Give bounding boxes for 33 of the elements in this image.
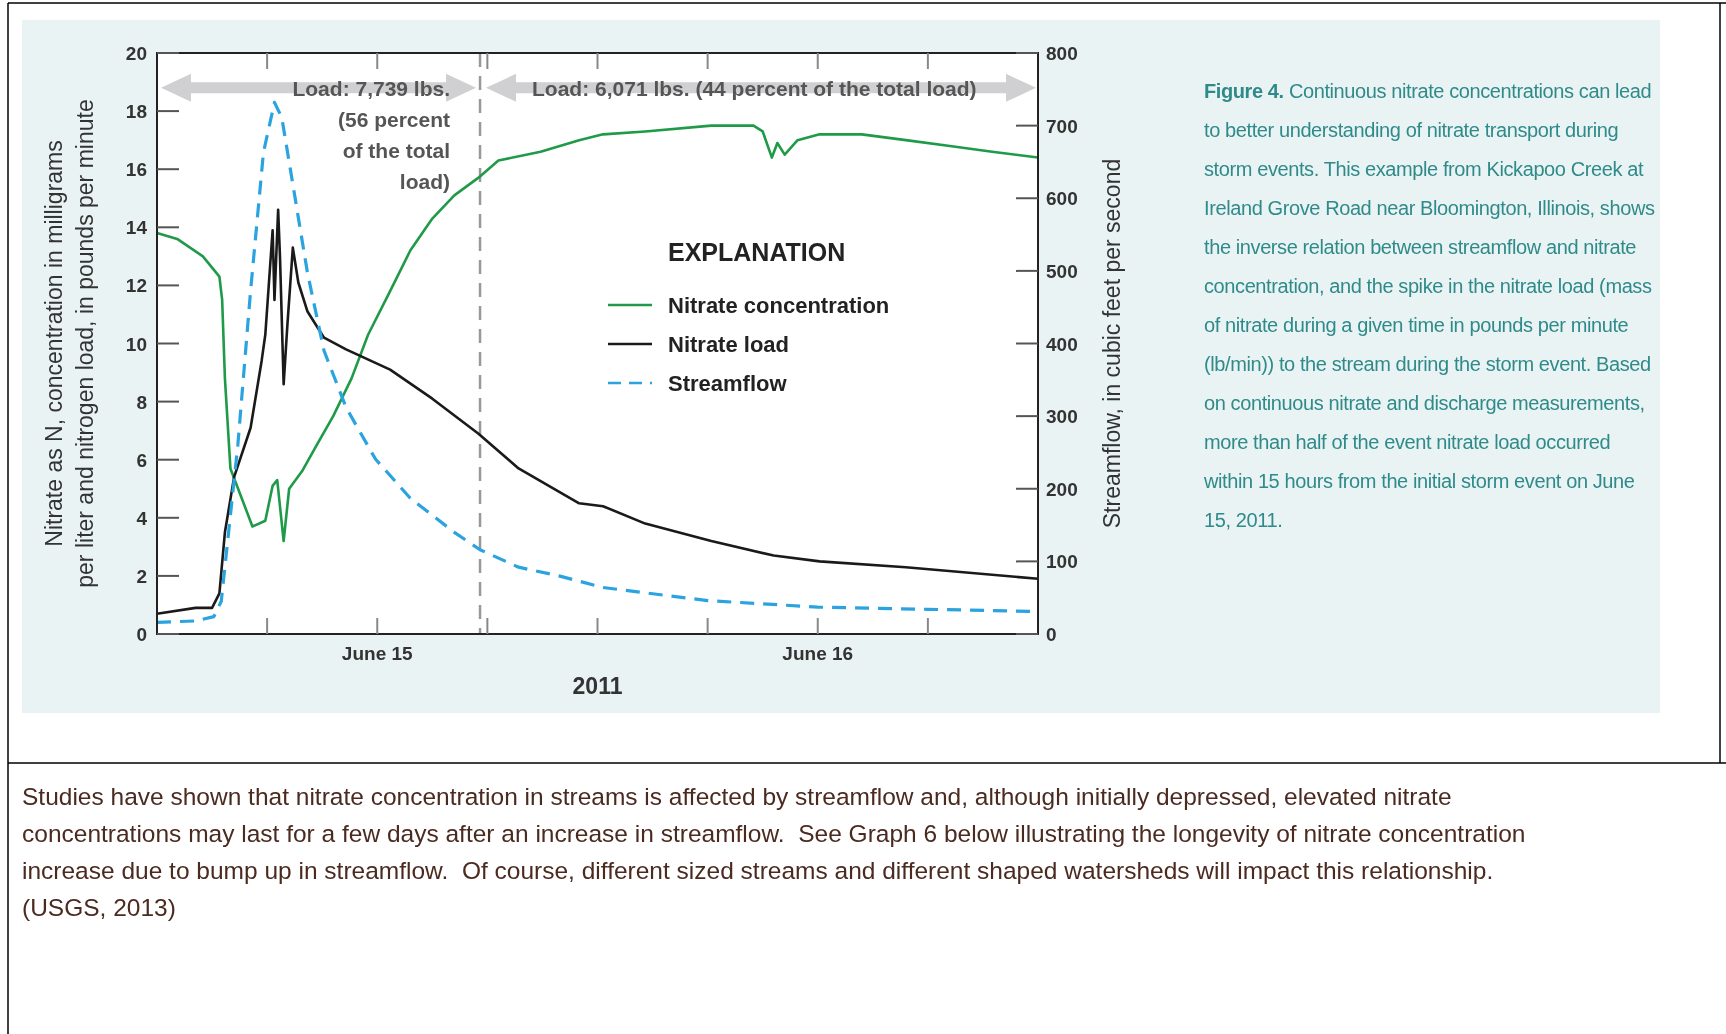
legend-label: Nitrate load <box>668 332 790 357</box>
y-tick-label: 6 <box>136 449 147 471</box>
y-tick-label: 12 <box>125 275 147 297</box>
y2-tick-label: 200 <box>1046 478 1078 500</box>
y2-tick-label: 100 <box>1046 551 1078 573</box>
annotation: Load: 7,739 lbs. (56 percent of the total load) <box>292 76 451 193</box>
y2-tick-label: 0 <box>1046 624 1057 645</box>
y2-axis-title: Streamflow, in cubic feet per second <box>1099 158 1125 529</box>
legend-title: EXPLANATION <box>668 238 846 266</box>
y-tick-label: 20 <box>125 43 147 64</box>
text: Figure 4. Continuous nitrate concentrations can lead to better understanding of nitrate transport during storm events. This example from Kickapoo Creek at Ireland Grove Road near Bloomington, Illinois, shows the inverse relation between streamflow and nitrate concentration, and the spike in the nitrate load (mass of nitrate during a given time in pounds per minute (lb/min)) to the stream during the storm event. Based on continuous nitrate and discharge measurements, more than half of the event nitrate load occurred within 15 hours from the initial storm event on June 15, 2011. <box>1204 80 1655 531</box>
y2-tick-label: 300 <box>1046 406 1078 428</box>
y-axis-title: Nitrate as N, concentration in milligrams per liter and nitrogen load, in pounds per minute <box>41 99 98 588</box>
y2-tick-label: 700 <box>1046 115 1078 137</box>
x-tick-label: June 15 <box>341 643 414 664</box>
legend-label: Nitrate concentration <box>668 293 890 318</box>
legend-label: Streamflow <box>668 371 788 396</box>
y2-tick-label: 400 <box>1046 333 1078 355</box>
x-axis-title: 2011 <box>572 673 623 699</box>
text: Studies have shown that nitrate concentration in streams is affected by streamflow and, although initially depressed, elevated nitrate concentrations may last for a few days after an increase in streamflow. See Graph 6 below illustrating the longevity of nitrate concentration increase due to bump up in streamflow. Of course, different sized streams and different shaped watersheds will impact this relationship. (USGS, 2013) <box>22 782 1527 923</box>
y-tick-label: 16 <box>125 159 147 181</box>
y2-tick-label: 800 <box>1046 43 1078 64</box>
y-tick-label: 0 <box>136 624 147 645</box>
y-tick-label: 18 <box>125 101 147 123</box>
annotation: Load: 6,071 lbs. (44 percent of the total load) <box>532 76 977 100</box>
y2-tick-label: 500 <box>1046 260 1078 282</box>
y-tick-label: 10 <box>125 333 147 355</box>
y-tick-label: 14 <box>125 217 148 239</box>
x-tick-label: June 16 <box>782 643 854 664</box>
y2-tick-label: 600 <box>1046 188 1078 210</box>
y-tick-label: 2 <box>136 565 147 587</box>
y-tick-label: 4 <box>136 507 148 529</box>
y-tick-label: 8 <box>136 391 147 413</box>
